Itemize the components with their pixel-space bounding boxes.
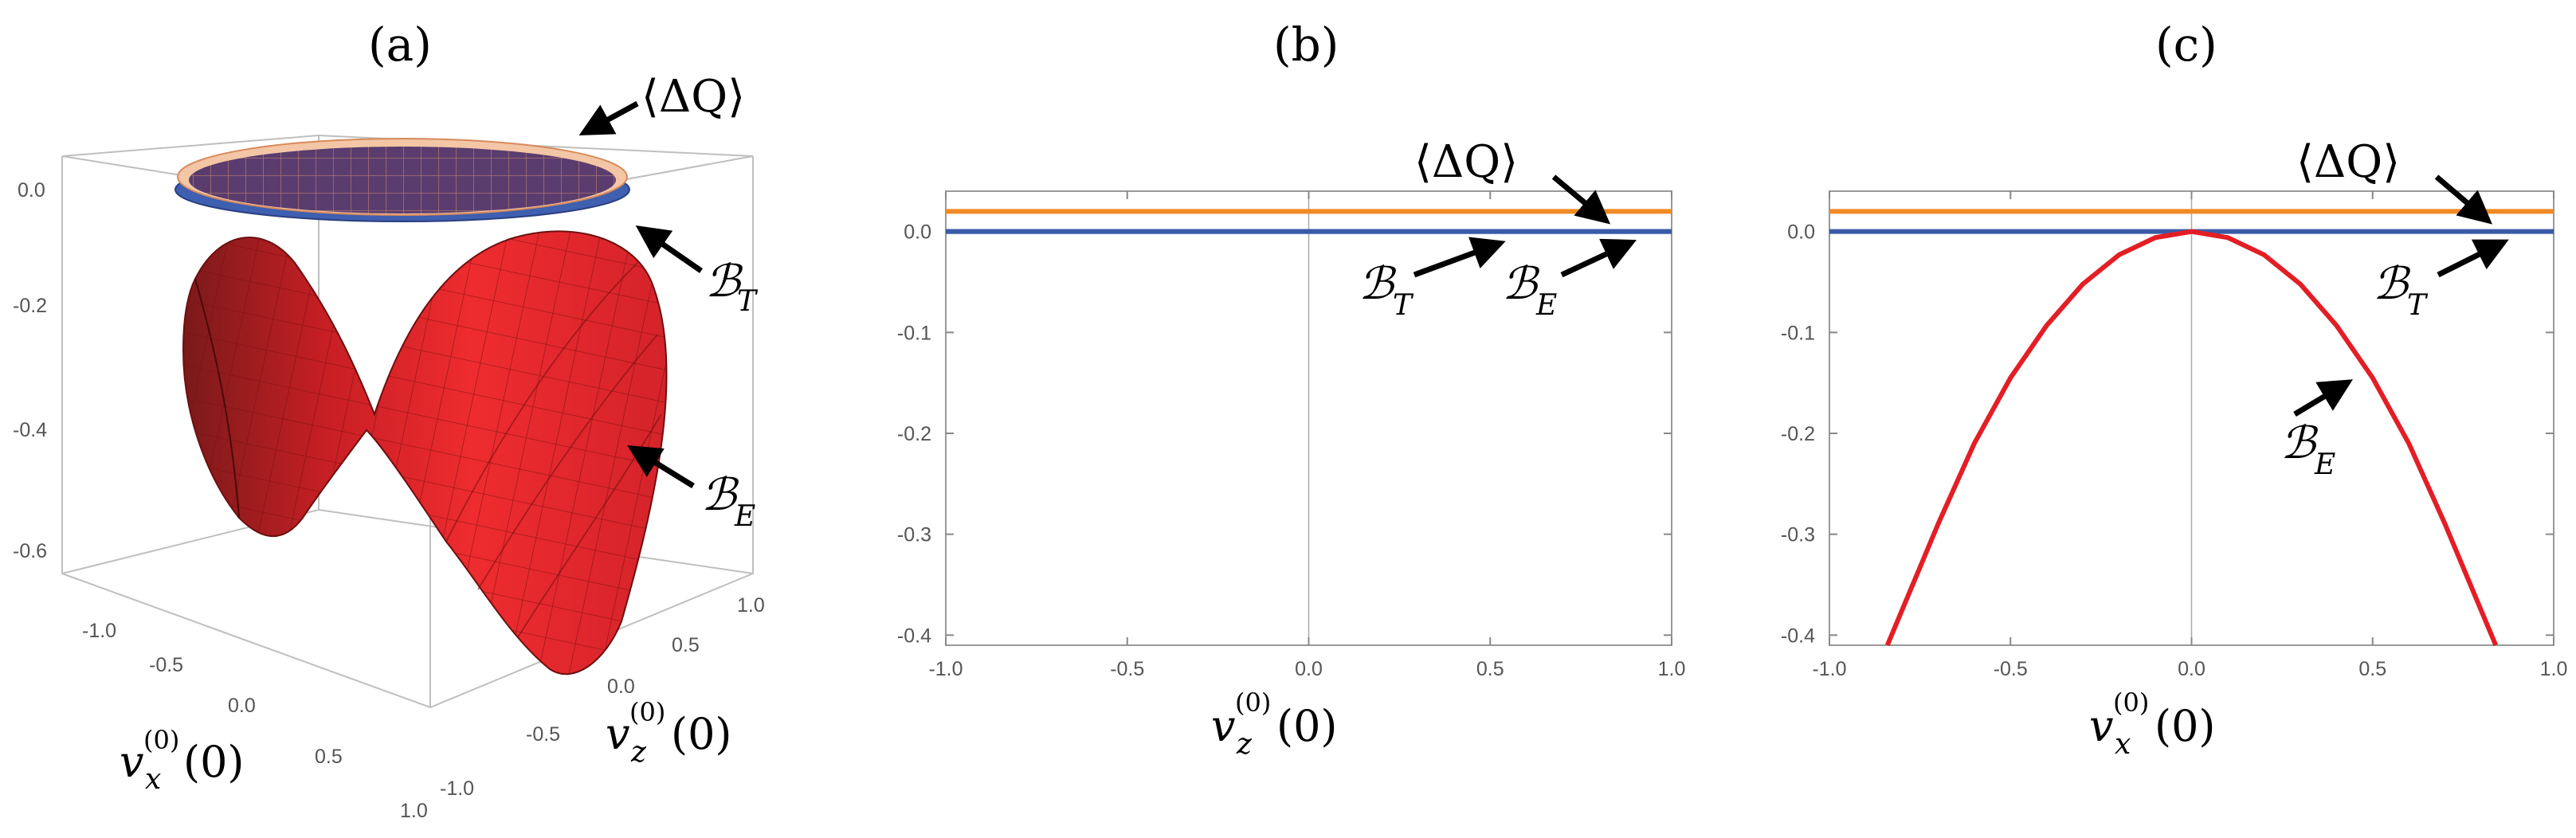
c-bt-sub: T xyxy=(2407,289,2429,322)
y-tick-label: 0.0 xyxy=(1787,221,1815,244)
b-be-arrow xyxy=(1560,238,1637,278)
svg-text:(0): (0) xyxy=(143,725,179,755)
y-tick-label: -0.2 xyxy=(1781,423,1815,445)
y-tick-label: -0.1 xyxy=(1781,322,1815,344)
bt-sub: T xyxy=(737,285,759,318)
panel-a-x-ticks: -1.0 -0.5 0.0 0.5 1.0 xyxy=(82,620,428,822)
svg-text:(0): (0) xyxy=(1276,701,1338,751)
panel-b-annotations: ⟨ΔQ⟩ ℬ T ℬ E xyxy=(1359,136,1637,322)
svg-text:x: x xyxy=(145,763,161,796)
z-tick-0: 0.0 xyxy=(18,179,45,202)
svg-text:(0): (0) xyxy=(183,737,245,787)
y-tick-label: -0.3 xyxy=(897,524,931,546)
svg-text:(0): (0) xyxy=(671,709,732,759)
c-dq-label: ⟨ΔQ⟩ xyxy=(2296,136,2400,188)
b-bt-sub: T xyxy=(1393,289,1414,322)
x-tick-2: 0.0 xyxy=(228,695,256,717)
panel-b-plot: 0.0 -0.1 -0.2 -0.3 -0.4 -1.0 -0.5 0.0 0.5 1.0 xyxy=(897,190,1686,680)
panel-c-plot: 0.0 -0.1 -0.2 -0.3 -0.4 -1.0 -0.5 0.0 0.5 1.0 xyxy=(1781,190,2568,680)
svg-text:v: v xyxy=(120,737,144,787)
panel-b-xlabel: v (0) z (0) xyxy=(1211,687,1338,761)
x-tick-3: 0.5 xyxy=(315,746,343,768)
x-tick-label: -1.0 xyxy=(928,658,963,680)
b-bt-label: ℬ xyxy=(1359,258,1397,310)
z2-tick-0: 1.0 xyxy=(737,594,765,617)
z2-tick-2: 0.0 xyxy=(607,675,635,698)
panel-c: (c) 0.0 -0.1 -0.2 -0.3 -0.4 -1.0 -0.5 0.0 0.5 1.0… xyxy=(1781,18,2567,761)
svg-text:v: v xyxy=(606,709,630,759)
b-dq-arrow xyxy=(1551,174,1611,225)
x-tick-label: 0.0 xyxy=(1295,658,1323,680)
y-tick-label: -0.4 xyxy=(1781,625,1815,647)
z2-tick-3: -0.5 xyxy=(526,723,560,746)
svg-text:z: z xyxy=(1236,728,1253,761)
panel-a: (a) 0.0 -0.2 -0.4 -0.6 xyxy=(13,18,765,822)
c-bt-arrow xyxy=(2437,239,2509,278)
x-tick-4: 1.0 xyxy=(400,800,428,822)
y-tick-label: -0.1 xyxy=(897,322,931,344)
c-bt-label: ℬ xyxy=(2373,258,2411,310)
panel-c-label: (c) xyxy=(2155,18,2217,72)
y-tick-label: -0.4 xyxy=(897,625,931,647)
x-tick-label: -1.0 xyxy=(1812,658,1846,680)
x-tick-label: 1.0 xyxy=(2540,658,2568,680)
panel-a-z2-ticks: 1.0 0.5 0.0 -0.5 -1.0 xyxy=(440,594,765,800)
panel-c-annotations: ⟨ΔQ⟩ ℬ T ℬ E xyxy=(2280,136,2509,481)
svg-text:x: x xyxy=(2115,728,2131,761)
x-tick-label: 0.5 xyxy=(2358,658,2386,680)
z-tick-3: -0.6 xyxy=(13,540,47,562)
y-tick-label: 0.0 xyxy=(904,221,931,244)
x-tick-label: 1.0 xyxy=(1658,658,1686,680)
b-be-sub: E xyxy=(1535,289,1557,322)
c-be-arrow xyxy=(2293,379,2354,417)
y-tick-label: -0.2 xyxy=(897,423,931,445)
b-bt-arrow xyxy=(1413,237,1506,278)
be-arrow xyxy=(627,444,695,488)
z-tick-1: -0.2 xyxy=(13,295,47,317)
panel-b: (b) 0.0 -0.1 -0.2 -0.3 -0.4 -1.0 -0.5 0.0 0.5 1.0… xyxy=(897,18,1685,761)
c-be-label: ℬ xyxy=(2280,417,2319,469)
bt-arrow xyxy=(635,225,703,273)
b-be-label: ℬ xyxy=(1502,258,1540,310)
x-tick-label: -0.5 xyxy=(1994,658,2028,680)
y-tick-label: -0.3 xyxy=(1781,524,1815,546)
svg-text:(0): (0) xyxy=(2113,687,2149,718)
x-tick-label: -0.5 xyxy=(1110,658,1144,680)
b-dq-label: ⟨ΔQ⟩ xyxy=(1414,136,1518,188)
panel-a-label: (a) xyxy=(368,18,432,72)
be-label: ℬ xyxy=(701,469,739,521)
x-tick-label: 0.5 xyxy=(1476,658,1504,680)
svg-text:(0): (0) xyxy=(1235,687,1271,718)
dq-label: ⟨ΔQ⟩ xyxy=(641,71,745,123)
svg-text:v: v xyxy=(2089,701,2114,751)
panel-a-annotations: ⟨ΔQ⟩ ℬ T ℬ E xyxy=(578,71,759,533)
panel-a-z-ticks: 0.0 -0.2 -0.4 -0.6 xyxy=(13,179,47,562)
bt-label: ℬ xyxy=(705,256,743,307)
svg-text:(0): (0) xyxy=(629,697,665,727)
panel-a-be-surface xyxy=(182,230,668,675)
svg-text:v: v xyxy=(1211,701,1236,751)
x-tick-1: -0.5 xyxy=(149,654,183,676)
c-dq-arrow xyxy=(2434,174,2492,225)
panel-a-dq-disk xyxy=(177,138,628,216)
c-be-sub: E xyxy=(2314,448,2335,481)
svg-text:z: z xyxy=(630,736,647,769)
z2-tick-4: -1.0 xyxy=(440,777,474,800)
series-line xyxy=(1884,229,2499,647)
x-tick-label: 0.0 xyxy=(2178,658,2205,680)
z-tick-2: -0.4 xyxy=(13,419,47,441)
dq-arrow xyxy=(578,100,639,136)
panel-a-zlabel: v (0) z (0) xyxy=(606,697,732,769)
panel-b-label: (b) xyxy=(1273,18,1339,72)
panel-c-xlabel: v (0) x (0) xyxy=(2089,687,2216,761)
be-sub: E xyxy=(734,500,755,533)
panel-a-xlabel: v (0) x (0) xyxy=(120,725,245,796)
svg-text:(0): (0) xyxy=(2155,701,2216,751)
z2-tick-1: 0.5 xyxy=(672,634,700,656)
x-tick-0: -1.0 xyxy=(82,620,116,642)
